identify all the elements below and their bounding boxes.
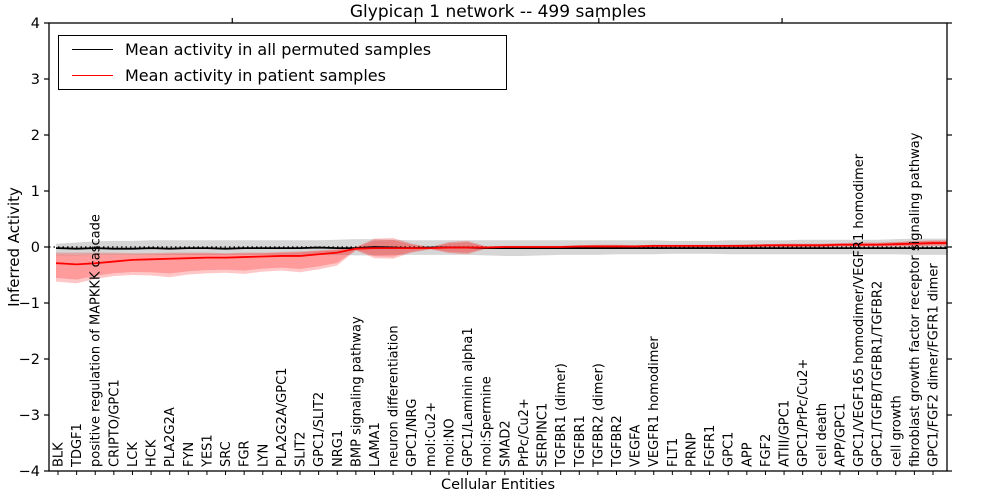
x-tick-label: BLK: [52, 442, 67, 467]
x-tick-label: TGFBR2: [610, 415, 625, 468]
x-tick-label: PLA2G2A/GPC1: [275, 368, 290, 467]
x-tick-label: APP/GPC1: [833, 403, 848, 467]
x-tick-label: APP: [740, 442, 755, 467]
legend-line-sample-black: [72, 49, 113, 50]
x-tick-label: FGFR1: [703, 425, 718, 467]
x-tick-label: CRIPTO/GPC1: [107, 379, 122, 467]
y-tick-label: 3: [31, 72, 40, 88]
chart-title: Glypican 1 network -- 499 samples: [349, 2, 647, 22]
legend-label-patient: Mean activity in patient samples: [125, 66, 386, 85]
x-tick-label: VEGFA: [629, 425, 644, 467]
x-tick-label: mol:Cu2+: [424, 402, 439, 467]
x-tick-label: FYN: [182, 442, 197, 467]
x-tick-label: NRG1: [331, 430, 346, 467]
x-tick-label: BMP signaling pathway: [349, 316, 364, 467]
x-axis-label: Cellular Entities: [440, 477, 556, 493]
x-tick-label: GPC1/FGF2 dimer/FGFR1 dimer: [927, 263, 942, 467]
y-tick-label: 1: [31, 184, 40, 200]
y-tick-label: 0: [31, 240, 40, 256]
legend: Mean activity in all permuted samples Me…: [58, 35, 507, 90]
x-tick-label: GPC1/SLIT2: [312, 392, 327, 467]
legend-item-patient: Mean activity in patient samples: [59, 63, 506, 89]
x-tick-label: GPC1/Laminin alpha1: [461, 327, 476, 467]
x-tick-label: PLA2G2A: [163, 407, 178, 467]
x-tick-label: LAMA1: [368, 422, 383, 467]
x-tick-label: neuron differentiation: [387, 325, 402, 467]
x-tick-label: GPC1/PrPc/Cu2+: [796, 359, 811, 467]
x-tick-label: TGFBR1 (dimer): [554, 363, 569, 468]
x-tick-label: cell growth: [889, 395, 904, 467]
legend-label-permuted: Mean activity in all permuted samples: [125, 40, 432, 59]
legend-item-permuted: Mean activity in all permuted samples: [59, 37, 506, 63]
x-tick-label: HCK: [145, 439, 160, 467]
x-tick-label: PRNP: [684, 432, 699, 467]
x-tick-label: fibroblast growth factor receptor signal…: [908, 132, 923, 467]
x-tick-label: positive regulation of MAPKKK cascade: [89, 214, 104, 467]
x-tick-label: cell death: [815, 403, 830, 467]
y-tick-label: 4: [31, 16, 40, 32]
y-axis-label: Inferred Activity: [5, 187, 23, 307]
x-tick-label: GPC1: [722, 432, 737, 467]
y-tick-label: −1: [19, 296, 40, 312]
x-tick-label: SMAD2: [498, 420, 513, 467]
x-tick-label: mol:Spermine: [480, 376, 495, 467]
legend-line-sample-red: [72, 75, 113, 76]
x-tick-label: PrPc/Cu2+: [517, 398, 532, 467]
x-tick-label: FGF2: [759, 434, 774, 467]
x-tick-label: mol:NO: [442, 418, 457, 467]
y-tick-label: −3: [19, 408, 40, 424]
x-tick-label: SRC: [219, 441, 234, 467]
y-tick-label: −4: [19, 464, 40, 480]
x-tick-label: GPC1/TGFB/TGFBR1/TGFBR2: [871, 281, 886, 467]
x-tick-label: TGFBR1: [573, 415, 588, 468]
x-tick-label: GPC1/VEGF165 homodimer/VEGFR1 homodimer: [852, 153, 867, 467]
x-tick-label: SERPINC1: [536, 403, 551, 467]
x-tick-label: FLT1: [666, 438, 681, 467]
x-tick-label: YES1: [200, 434, 215, 468]
x-tick-label: SLIT2: [294, 431, 309, 467]
y-tick-label: −2: [19, 352, 40, 368]
x-tick-label: GPC1/NRG: [405, 399, 420, 467]
x-tick-label: ATIII/GPC1: [778, 400, 793, 467]
x-tick-label: TDGF1: [70, 423, 85, 468]
x-tick-label: TGFBR2 (dimer): [591, 363, 606, 468]
line-patient-mean: [56, 242, 947, 266]
x-tick-label: LCK: [126, 442, 141, 467]
x-tick-label: VEGFR1 homodimer: [647, 336, 662, 467]
x-tick-label: FGR: [238, 440, 253, 467]
y-tick-label: 2: [31, 128, 40, 144]
x-tick-label: LYN: [256, 444, 271, 467]
